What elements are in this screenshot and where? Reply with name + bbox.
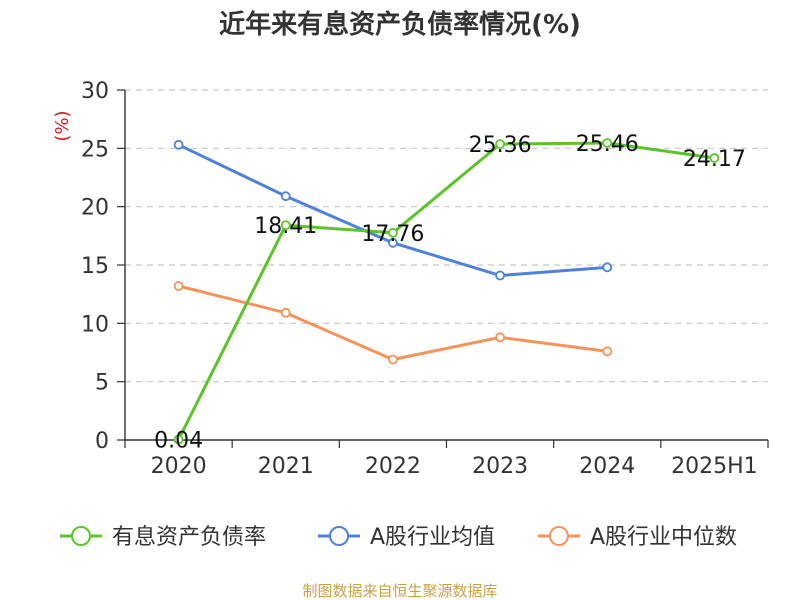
legend-item: A股行业均值: [318, 525, 495, 550]
series-1: [175, 141, 612, 280]
legend-item: A股行业中位数: [538, 525, 737, 550]
data-point: [603, 347, 611, 355]
y-tick-label: 15: [81, 254, 109, 279]
data-label: 24.17: [683, 147, 746, 172]
y-axis-label: (%): [52, 110, 73, 141]
y-tick-label: 5: [95, 371, 109, 396]
data-label: 17.76: [361, 222, 424, 247]
y-tick-label: 20: [81, 196, 109, 221]
data-label: 18.41: [254, 214, 317, 239]
legend-label: 有息资产负债率: [112, 525, 266, 550]
axes: 0 5 10 15 20 25 30 2020 2021 2022 2023 2024 2025H1: [81, 79, 768, 479]
legend-swatch-marker: [72, 527, 90, 545]
y-tick-label: 10: [81, 312, 109, 337]
series-line: [179, 143, 715, 440]
x-tick-label: 2020: [151, 454, 207, 479]
data-point: [496, 333, 504, 341]
series-line: [179, 145, 608, 276]
data-point: [603, 263, 611, 271]
data-label: 25.46: [576, 132, 639, 157]
series-0: [175, 139, 719, 444]
y-tick-label: 30: [81, 79, 109, 104]
legend-item: 有息资产负债率: [60, 525, 266, 550]
y-tick-label: 25: [81, 137, 109, 162]
data-label: 0.04: [154, 429, 203, 454]
data-point: [175, 141, 183, 149]
data-label: 25.36: [469, 133, 532, 158]
x-tick-label: 2022: [365, 454, 421, 479]
data-point: [282, 309, 290, 317]
y-tick-label: 0: [95, 429, 109, 454]
data-point: [282, 192, 290, 200]
x-tick-label: 2024: [579, 454, 635, 479]
legend-label: A股行业均值: [370, 525, 495, 550]
x-tick-label: 2021: [258, 454, 314, 479]
data-point: [389, 356, 397, 364]
legend-label: A股行业中位数: [590, 525, 737, 550]
legend-swatch-marker: [330, 527, 348, 545]
x-tick-label: 2023: [472, 454, 528, 479]
data-labels: 0.04 18.41 17.76 25.36 25.46 24.17: [154, 132, 746, 454]
data-point: [175, 282, 183, 290]
x-tick-label: 2025H1: [671, 454, 758, 479]
legend: 有息资产负债率 A股行业均值 A股行业中位数: [60, 525, 737, 550]
series-layer: [175, 139, 719, 444]
data-point: [496, 272, 504, 280]
source-note: 制图数据来自恒生聚源数据库: [302, 582, 497, 600]
chart-title: 近年来有息资产负债率情况(%): [219, 9, 581, 40]
legend-swatch-marker: [550, 527, 568, 545]
grid-lines: [125, 90, 768, 382]
